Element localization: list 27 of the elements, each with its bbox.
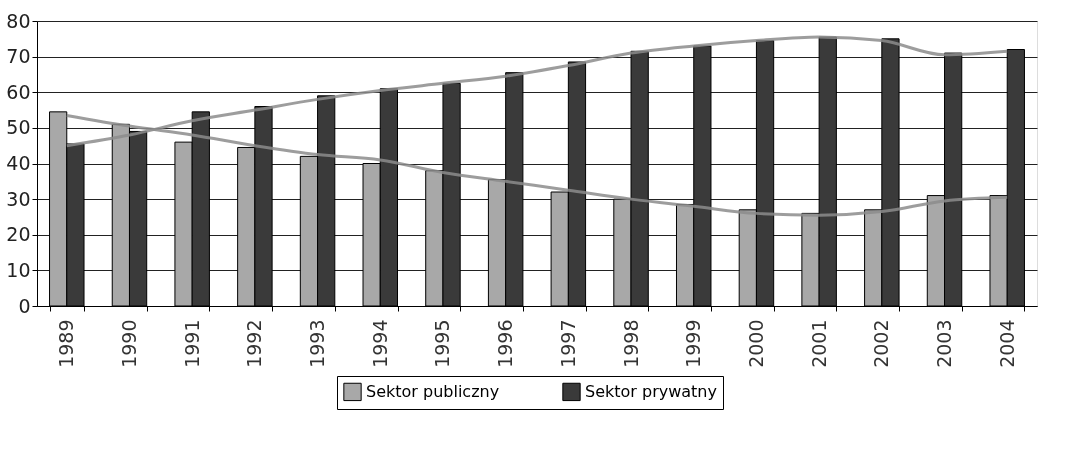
x-tick-label: 1996 <box>494 319 517 368</box>
legend-label: Sektor prywatny <box>585 381 717 401</box>
x-tick-label: 1995 <box>431 319 454 368</box>
x-tick-label: 2000 <box>744 319 767 368</box>
x-tick-label: 2004 <box>995 319 1018 368</box>
x-tick-label: 1999 <box>682 319 705 368</box>
y-tick-label: 60 <box>6 80 31 103</box>
x-tick-label: 1994 <box>368 319 391 368</box>
y-tick-label: 50 <box>6 116 31 139</box>
x-tick-label: 1997 <box>556 319 579 368</box>
y-tick-label: 0 <box>18 294 31 317</box>
x-tick-label: 1992 <box>243 319 266 368</box>
y-tick-label: 80 <box>6 9 31 32</box>
x-tick-label: 2003 <box>933 319 956 368</box>
y-tick-label: 20 <box>6 223 31 246</box>
x-tick-label: 1998 <box>619 319 642 368</box>
y-tick-label: 10 <box>6 258 31 281</box>
x-tick-label: 1989 <box>55 319 78 368</box>
y-tick-label: 40 <box>6 152 31 174</box>
x-tick-label: 1991 <box>180 319 203 368</box>
x-tick-label: 2001 <box>807 319 830 368</box>
x-tick-label: 1993 <box>306 319 329 368</box>
y-tick-label: 30 <box>6 187 31 210</box>
x-tick-label: 2002 <box>870 319 893 368</box>
y-tick-label: 70 <box>6 45 31 68</box>
x-tick-label: 1990 <box>117 319 140 368</box>
legend-label: Sektor publiczny <box>366 381 500 401</box>
